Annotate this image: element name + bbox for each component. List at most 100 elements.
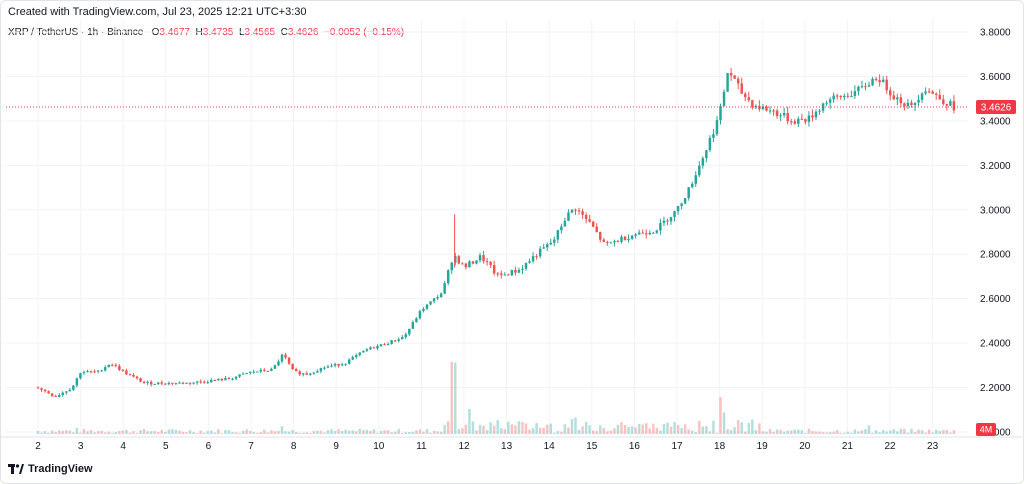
last-price-badge [976, 99, 1016, 114]
volume-bar [231, 432, 234, 434]
volume-bar [273, 431, 277, 434]
volume-bar [337, 429, 340, 434]
volume-bar [818, 431, 821, 434]
tradingview-brand[interactable]: TradingView [8, 463, 93, 475]
candle-body [181, 382, 185, 384]
candle-body [945, 104, 949, 106]
candle-body [835, 95, 839, 97]
candle-body [234, 376, 238, 379]
volume-bar [729, 430, 733, 434]
volume-bar [156, 431, 160, 434]
candle-body [79, 373, 82, 379]
candle-body [878, 80, 881, 83]
volume-bar [100, 430, 103, 434]
volume-bar [775, 429, 779, 434]
candle-body [705, 150, 708, 159]
time-tick-label: 9 [333, 441, 339, 452]
volume-bar [690, 430, 694, 434]
candle-body [210, 379, 213, 383]
candle-body [72, 385, 75, 390]
volume-bar [316, 430, 319, 434]
volume-bar [227, 430, 231, 434]
candle-body [754, 105, 758, 108]
candle-body [287, 357, 291, 364]
volume-bar [874, 430, 878, 434]
volume-bar [270, 430, 273, 434]
volume-bar [903, 428, 906, 434]
candle-body [365, 349, 369, 351]
volume-bar [934, 429, 938, 434]
candle-body [358, 352, 362, 356]
candle-body [277, 361, 280, 366]
volume-bar [195, 433, 199, 434]
candle-body [899, 97, 903, 104]
candle-body [457, 256, 461, 264]
volume-bar [224, 430, 227, 434]
candle-body [443, 283, 446, 294]
candle-body [623, 236, 627, 241]
volume-bar [252, 431, 255, 434]
volume-bar [945, 429, 949, 434]
candle-body [659, 222, 662, 231]
volume-bar [340, 430, 344, 434]
volume-bar [36, 430, 40, 434]
volume-bar [326, 430, 330, 434]
candle-body [436, 297, 439, 299]
volume-bar [694, 432, 697, 434]
volume-bar [96, 431, 100, 434]
candle-body [602, 239, 606, 243]
price-tick-label: 2.8000 [980, 250, 1011, 261]
volume-bar [843, 432, 846, 434]
volume-bar [496, 419, 499, 434]
volume-bar [637, 423, 641, 434]
candle-body [687, 187, 690, 199]
candle-body [411, 322, 415, 329]
candle-body [75, 378, 79, 386]
volume-bar [248, 430, 252, 434]
volume-bar [107, 431, 110, 434]
time-tick-label: 5 [163, 441, 169, 452]
tradingview-logo-icon [8, 464, 24, 474]
volume-bar [556, 431, 560, 434]
volume-bar [920, 430, 924, 434]
volume-bar [531, 427, 535, 434]
volume-bar [461, 428, 464, 434]
volume-bar [500, 428, 503, 434]
candle-body [609, 242, 613, 244]
candle-body [553, 239, 556, 243]
volume-bar [47, 432, 50, 434]
candle-body [514, 270, 517, 273]
volume-bar [503, 429, 507, 434]
volume-bar [906, 432, 910, 434]
volume-bar [68, 430, 72, 434]
volume-bar [917, 429, 920, 434]
candle-body [690, 183, 694, 188]
candle-body [422, 308, 425, 312]
volume-bar [234, 432, 238, 434]
candle-body [103, 367, 107, 371]
candle-body [312, 372, 316, 374]
volume-bar [835, 430, 839, 434]
candle-body [280, 354, 284, 362]
candle-body [934, 93, 938, 95]
candle-body [542, 247, 545, 249]
candle-body [577, 210, 581, 212]
volume-bar [645, 423, 648, 434]
volume-bar [408, 432, 411, 434]
candle-body [96, 370, 100, 372]
volume-bar [652, 423, 655, 434]
candle-body [910, 102, 913, 105]
candle-body [797, 118, 800, 124]
volume-bar [857, 431, 860, 434]
volume-bar [630, 426, 634, 434]
volume-bar [896, 431, 899, 434]
candle-body [323, 367, 326, 369]
volume-bar [832, 431, 835, 434]
volume-bar [450, 361, 453, 434]
volume-bar [680, 427, 683, 434]
volume-bar [574, 417, 577, 434]
price-tick-label: 3.4000 [980, 116, 1011, 127]
volume-bar [839, 432, 842, 434]
candle-body [917, 99, 920, 103]
